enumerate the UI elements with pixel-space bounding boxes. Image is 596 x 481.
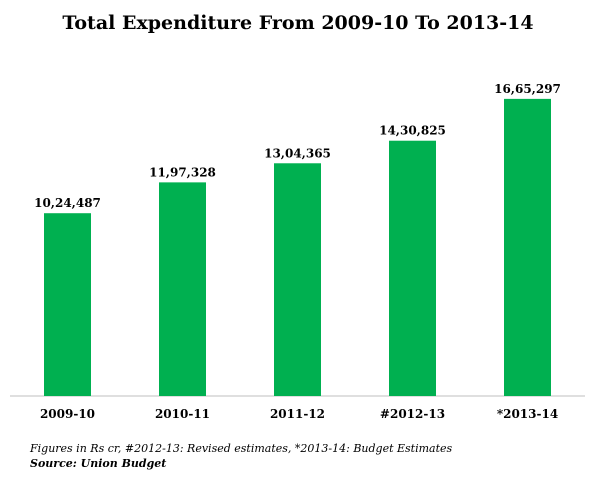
x-tick-label: #2012-13 <box>380 407 445 421</box>
data-label: 10,24,487 <box>34 196 101 210</box>
data-label: 11,97,328 <box>149 165 216 179</box>
footnote: Figures in Rs cr, #2012-13: Revised esti… <box>30 442 453 455</box>
bar-201213 <box>389 140 436 396</box>
data-label: 13,04,365 <box>264 146 331 160</box>
bar-200910 <box>44 213 91 396</box>
x-tick-label: 2010-11 <box>155 407 210 421</box>
x-tick-label: 2011-12 <box>270 407 325 421</box>
bar-201314 <box>504 98 551 397</box>
bar-201011 <box>159 182 206 396</box>
chart-title: Total Expenditure From 2009-10 To 2013-1… <box>62 12 534 34</box>
x-tick-label: *2013-14 <box>497 407 558 421</box>
x-tick-label: 2009-10 <box>40 407 95 421</box>
data-label: 14,30,825 <box>379 124 446 138</box>
bar-201112 <box>274 163 321 396</box>
source-note: Source: Union Budget <box>30 457 167 470</box>
data-label: 16,65,297 <box>494 82 561 96</box>
bars-group: 10,24,487 2009-10 11,97,328 2010-11 13,04,36… <box>34 82 561 421</box>
